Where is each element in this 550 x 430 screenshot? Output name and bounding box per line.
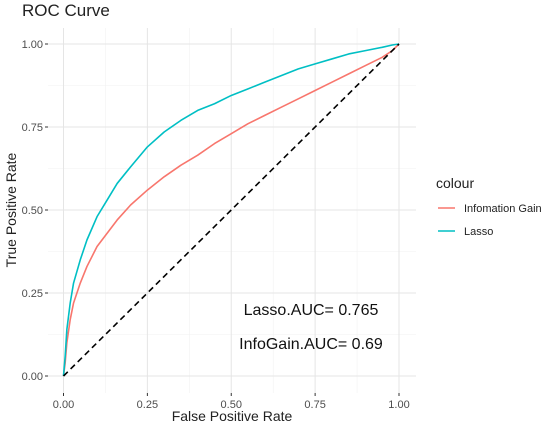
legend-title: colour — [436, 175, 474, 191]
x-tick-label: 0.25 — [137, 399, 158, 411]
x-axis-title: False Positive Rate — [172, 408, 293, 424]
x-tick-label: 1.00 — [388, 399, 409, 411]
y-tick-label: 1.00 — [22, 39, 43, 51]
plot-area: 0.00 0.25 0.50 0.75 1.00 0.00 0.25 0.50 0.75 1.00 — [22, 28, 416, 411]
y-tick-label: 0.25 — [22, 288, 43, 300]
legend: Infomation Gain Lasso — [438, 203, 542, 238]
x-tick-label: 0.75 — [304, 399, 325, 411]
legend-label-lasso: Lasso — [464, 226, 493, 238]
infogain-auc-annotation: InfoGain.AUC= 0.69 — [239, 336, 383, 353]
legend-label-infomation-gain: Infomation Gain — [464, 203, 542, 215]
series-line-lasso — [62, 43, 400, 377]
y-axis-title: True Positive Rate — [3, 152, 19, 267]
series-line-infomation-gain — [62, 43, 400, 377]
y-tick-label: 0.75 — [22, 122, 43, 134]
y-tick-label: 0.00 — [22, 371, 43, 383]
x-tick-label: 0.00 — [53, 399, 74, 411]
y-tick-label: 0.50 — [22, 205, 43, 217]
diagonal-reference-line — [62, 43, 400, 377]
chart-title: ROC Curve — [22, 1, 110, 20]
lasso-auc-annotation: Lasso.AUC= 0.765 — [244, 302, 379, 319]
x-tick-label: 0.50 — [221, 399, 242, 411]
